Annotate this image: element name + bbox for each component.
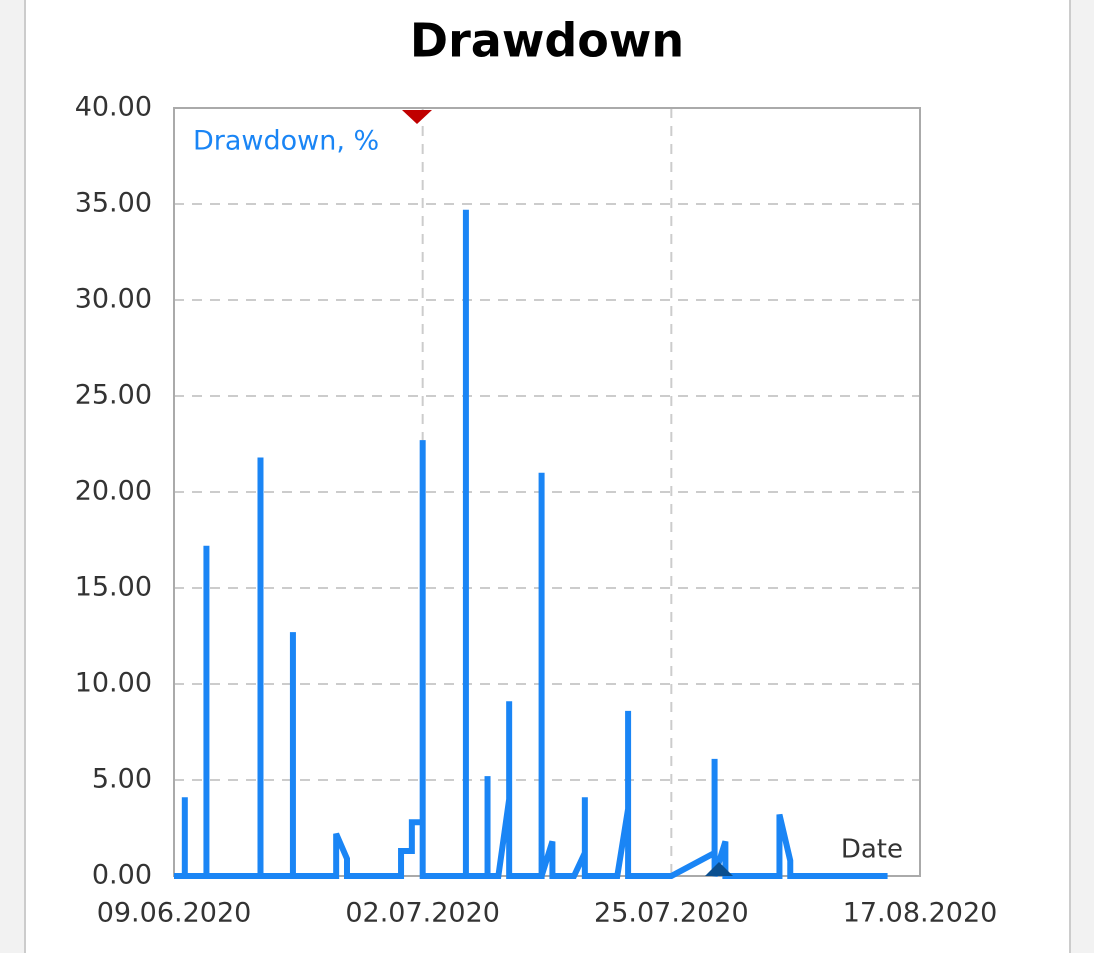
y-tick-label: 35.00 xyxy=(75,188,152,219)
y-tick-label: 0.00 xyxy=(92,860,152,891)
x-tick-label: 25.07.2020 xyxy=(594,898,749,929)
y-tick-label: 40.00 xyxy=(75,92,152,123)
max-marker xyxy=(402,110,432,124)
series-line xyxy=(174,209,888,879)
current-marker xyxy=(705,862,733,876)
y-tick-label: 25.00 xyxy=(75,380,152,411)
chart-title: Drawdown xyxy=(410,14,684,68)
right-margin xyxy=(1070,0,1094,953)
left-margin xyxy=(0,0,25,953)
x-tick-label: 09.06.2020 xyxy=(97,898,252,929)
y-tick-label: 5.00 xyxy=(92,764,152,795)
x-tick-label: 17.08.2020 xyxy=(843,898,998,929)
y-tick-label: 30.00 xyxy=(75,284,152,315)
legend-label: Drawdown, % xyxy=(193,126,379,157)
x-axis-label: Date xyxy=(841,835,903,865)
y-tick-label: 20.00 xyxy=(75,476,152,507)
y-tick-label: 10.00 xyxy=(75,668,152,699)
y-tick-label: 15.00 xyxy=(75,572,152,603)
plot-frame xyxy=(173,107,921,877)
x-tick-label: 02.07.2020 xyxy=(345,898,500,929)
